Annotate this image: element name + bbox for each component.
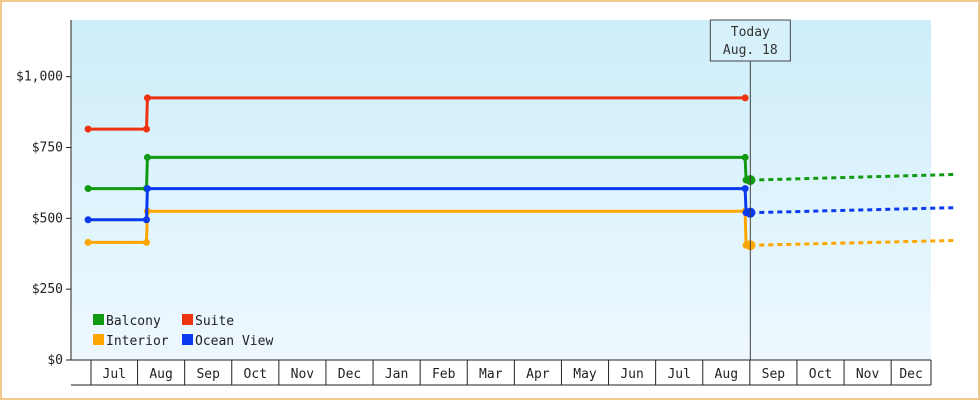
y-tick-label: $0 <box>47 353 63 368</box>
legend-swatch <box>182 334 193 345</box>
x-tick-label: Aug <box>149 367 172 382</box>
x-tick-label: Mar <box>479 367 503 382</box>
series-point <box>142 125 150 133</box>
x-tick-label: Nov <box>856 367 880 382</box>
series-point <box>84 125 92 133</box>
y-tick-label: $250 <box>32 282 63 297</box>
legend-label: Interior <box>106 334 169 349</box>
x-tick-label: Sep <box>196 367 220 382</box>
y-tick-label: $500 <box>32 211 63 226</box>
x-tick-label: May <box>573 367 597 382</box>
series-point <box>84 216 92 224</box>
series-point <box>741 185 749 193</box>
forecast-line <box>750 238 958 247</box>
series-point <box>741 94 749 102</box>
series-point <box>142 216 150 224</box>
x-tick-label: Dec <box>338 367 361 382</box>
legend-swatch <box>182 314 193 325</box>
x-tick-label: Oct <box>244 367 267 382</box>
legend-label: Balcony <box>106 314 161 329</box>
forecast-line <box>750 206 958 215</box>
series-point <box>84 238 92 246</box>
series-point <box>142 238 150 246</box>
series-point <box>143 153 151 161</box>
series-point <box>741 153 749 161</box>
x-tick-label: Nov <box>291 367 315 382</box>
legend-label: Ocean View <box>195 334 273 349</box>
x-tick-label: Jul <box>103 367 126 382</box>
forecast-line <box>750 172 958 182</box>
y-tick-label: $750 <box>32 141 63 156</box>
series-point <box>143 185 151 193</box>
legend-label: Suite <box>195 314 234 329</box>
x-tick-label: Dec <box>899 367 922 382</box>
y-tick-label: $1,000 <box>16 70 63 85</box>
today-box <box>709 19 791 62</box>
x-tick-label: Jul <box>667 367 690 382</box>
legend-swatch <box>93 314 104 325</box>
x-tick-label: Aug <box>715 367 738 382</box>
x-tick-label: Oct <box>809 367 832 382</box>
today-label: Today <box>731 25 770 40</box>
x-tick-label: Jan <box>385 367 408 382</box>
series-point <box>84 185 92 193</box>
legend-swatch <box>93 334 104 345</box>
x-tick-label: Apr <box>526 367 550 382</box>
series-point <box>143 94 151 102</box>
x-tick-label: Feb <box>432 367 456 382</box>
series-line <box>86 96 747 131</box>
x-tick-label: Sep <box>762 367 786 382</box>
today-date: Aug. 18 <box>723 43 778 58</box>
x-tick-label: Jun <box>620 367 643 382</box>
